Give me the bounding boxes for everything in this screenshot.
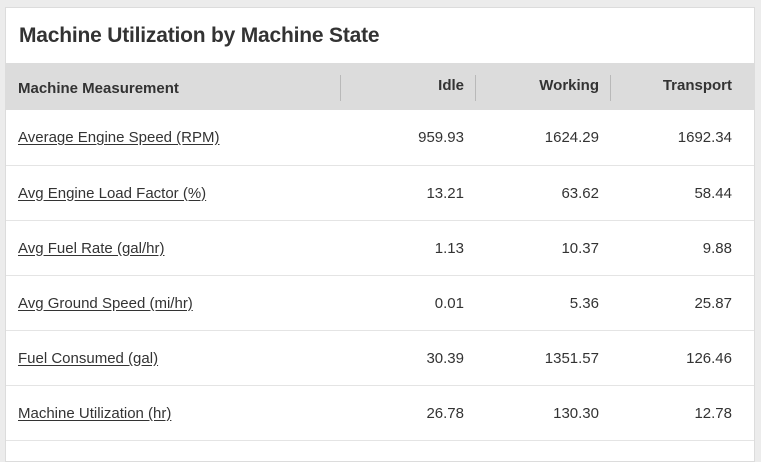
- table-header: Machine Measurement Idle Working Transpo…: [6, 63, 754, 110]
- column-divider: [610, 75, 611, 101]
- column-header-label: Machine Measurement: [18, 80, 179, 97]
- transport-value: 9.88: [702, 239, 732, 257]
- table-row: Avg Ground Speed (mi/hr) 0.01 5.36 25.87: [6, 276, 754, 331]
- column-header-label: Transport: [662, 77, 732, 94]
- column-header-transport[interactable]: Transport: [611, 63, 754, 110]
- idle-value: 0.01: [434, 294, 464, 312]
- column-header-working[interactable]: Working: [476, 63, 611, 110]
- working-value: 130.30: [553, 404, 599, 422]
- column-header-idle[interactable]: Idle: [341, 63, 476, 110]
- working-value: 1351.57: [544, 349, 599, 367]
- column-divider: [340, 75, 341, 101]
- measurement-link[interactable]: Average Engine Speed (RPM): [18, 129, 220, 146]
- column-header-measurement[interactable]: Machine Measurement: [6, 63, 341, 110]
- transport-value: 126.46: [686, 349, 732, 367]
- measurement-link[interactable]: Avg Ground Speed (mi/hr): [18, 294, 193, 312]
- column-header-label: Working: [539, 77, 599, 94]
- measurement-link[interactable]: Machine Utilization (hr): [18, 404, 172, 422]
- measurement-link[interactable]: Avg Engine Load Factor (%): [18, 184, 207, 202]
- working-value: 1624.29: [544, 129, 599, 146]
- idle-value: 13.21: [426, 184, 464, 202]
- working-value: 10.37: [561, 239, 599, 257]
- column-divider: [475, 75, 476, 101]
- table-row: Machine Utilization (hr) 26.78 130.30 12…: [6, 386, 754, 441]
- table-body: Average Engine Speed (RPM) 959.93 1624.2…: [6, 110, 754, 441]
- table-row: Avg Engine Load Factor (%) 13.21 63.62 5…: [6, 166, 754, 221]
- measurement-link[interactable]: Fuel Consumed (gal): [18, 349, 159, 367]
- transport-value: 25.87: [694, 294, 732, 312]
- table-row: Fuel Consumed (gal) 30.39 1351.57 126.46: [6, 331, 754, 386]
- measurement-link[interactable]: Avg Fuel Rate (gal/hr): [18, 239, 165, 257]
- card-title: Machine Utilization by Machine State: [19, 24, 380, 47]
- transport-value: 12.78: [694, 404, 732, 422]
- column-header-label: Idle: [438, 77, 464, 94]
- idle-value: 26.78: [426, 404, 464, 422]
- table-row: Avg Fuel Rate (gal/hr) 1.13 10.37 9.88: [6, 221, 754, 276]
- transport-value: 1692.34: [677, 129, 732, 146]
- transport-value: 58.44: [694, 184, 732, 202]
- working-value: 5.36: [569, 294, 599, 312]
- idle-value: 30.39: [426, 349, 464, 367]
- idle-value: 959.93: [418, 129, 464, 146]
- utilization-card: Machine Utilization by Machine State Mac…: [5, 7, 755, 462]
- idle-value: 1.13: [434, 239, 464, 257]
- working-value: 63.62: [561, 184, 599, 202]
- table-row: Average Engine Speed (RPM) 959.93 1624.2…: [6, 110, 754, 166]
